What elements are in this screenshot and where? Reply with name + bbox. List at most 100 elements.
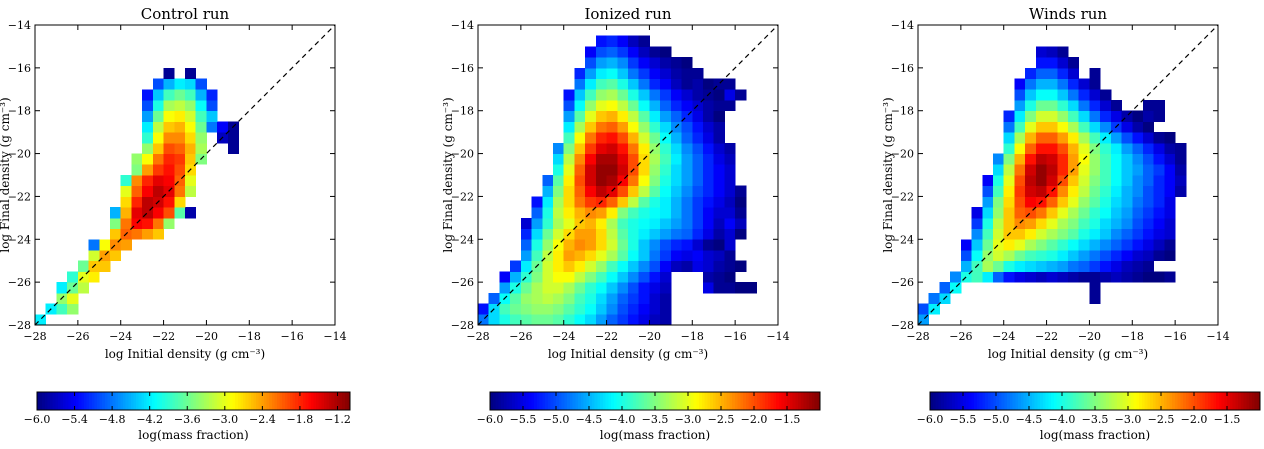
- heatmap-cell: [617, 250, 629, 262]
- heatmap-cell: [574, 260, 586, 272]
- colorbar-segment: [164, 392, 168, 410]
- heatmap-cell: [660, 89, 672, 101]
- colorbar-segment: [957, 392, 961, 410]
- heatmap-cell: [1035, 142, 1047, 154]
- heatmap-cell: [77, 260, 89, 272]
- heatmap-cell: [142, 207, 154, 219]
- heatmap-cell: [617, 271, 629, 283]
- heatmap-cell: [1014, 196, 1026, 208]
- colorbar-segment: [1031, 392, 1035, 410]
- heatmap-cell: [1025, 164, 1037, 176]
- heatmap-cell: [1035, 175, 1047, 187]
- colorbar-segment: [68, 392, 72, 410]
- heatmap-cell: [1089, 260, 1101, 272]
- colorbar-segment: [649, 392, 653, 410]
- y-tick-label: −24: [891, 233, 914, 246]
- heatmap-cell: [152, 207, 164, 219]
- heatmap-cell: [585, 110, 597, 122]
- heatmap-cell: [692, 67, 704, 79]
- colorbar-segment: [154, 392, 158, 410]
- heatmap-cell: [1132, 207, 1144, 219]
- heatmap-cell: [174, 207, 186, 219]
- colorbar-segment: [206, 392, 210, 410]
- heatmap-cell: [574, 164, 586, 176]
- heatmap-cell: [606, 67, 618, 79]
- plot-frame: [917, 24, 1219, 326]
- heatmap-cell: [595, 67, 607, 79]
- heatmap-cells: [35, 67, 239, 326]
- colorbar-segment: [811, 392, 815, 410]
- heatmap-cell: [1164, 132, 1176, 144]
- panel-3: −28 −26 −24 −22 −20 −18 −16 −14 −28 −26 −24 −22 −20 −…: [881, 5, 1261, 442]
- heatmap-cell: [574, 78, 586, 90]
- colorbar-segment: [536, 392, 540, 410]
- heatmap-cell: [574, 207, 586, 219]
- heatmap-cell: [1068, 132, 1080, 144]
- colorbar-segment: [271, 392, 275, 410]
- heatmap-cell: [1068, 121, 1080, 133]
- heatmap-cell: [174, 196, 186, 208]
- heatmap-cell: [531, 303, 543, 315]
- colorbar-segment: [175, 392, 179, 410]
- heatmap-cell: [1153, 153, 1165, 165]
- heatmap-cell: [1143, 217, 1155, 229]
- colorbar-segment: [1246, 392, 1250, 410]
- panel-title: Winds run: [1029, 5, 1108, 23]
- colorbar-segment: [282, 392, 286, 410]
- heatmap-cell: [1175, 164, 1187, 176]
- colorbar-segment: [235, 392, 239, 410]
- colorbar-segment: [1004, 392, 1008, 410]
- panel-1: −28 −26 −24 −22 −20 −18 −16 −14 −28 −26 −24 −22 −20 −…: [0, 5, 351, 442]
- heatmap-cell: [703, 142, 715, 154]
- heatmap-cell: [713, 153, 725, 165]
- heatmap-cell: [563, 89, 575, 101]
- heatmap-cell: [1078, 142, 1090, 154]
- heatmap-cell: [1110, 207, 1122, 219]
- heatmap-cell: [1025, 217, 1037, 229]
- colorbar: −6.0 −5.5 −5.0 −4.5 −4.0 −3.5 −3.0 −2.5 −2.0 −1.5…: [477, 391, 821, 442]
- heatmap-cell: [1078, 271, 1090, 283]
- heatmap-cell: [628, 314, 640, 326]
- heatmap-cell: [628, 153, 640, 165]
- heatmap-cell: [574, 67, 586, 79]
- heatmap-cell: [617, 196, 629, 208]
- heatmap-cell: [1025, 132, 1037, 144]
- heatmap-cell: [1078, 217, 1090, 229]
- heatmap-cell: [88, 271, 100, 283]
- heatmap-cell: [735, 207, 747, 219]
- heatmap-cell: [692, 153, 704, 165]
- colorbar-segment: [342, 392, 346, 410]
- heatmap-cell: [131, 228, 143, 240]
- heatmap-cell: [195, 100, 207, 112]
- heatmap-cell: [692, 110, 704, 122]
- colorbar-segment: [263, 392, 268, 410]
- colorbar-segment: [1213, 392, 1217, 410]
- heatmap-cell: [1143, 110, 1155, 122]
- heatmap-cell: [120, 196, 132, 208]
- colorbar-segment: [1202, 392, 1206, 410]
- heatmap-cell: [670, 89, 682, 101]
- heatmap-cell: [574, 100, 586, 112]
- heatmap-cell: [563, 260, 575, 272]
- heatmap-cell: [993, 153, 1005, 165]
- heatmap-cell: [960, 271, 972, 283]
- heatmap-cell: [1057, 110, 1069, 122]
- heatmap-cell: [1046, 175, 1058, 187]
- colorbar-segment: [564, 392, 568, 410]
- heatmap-cell: [510, 271, 522, 283]
- heatmap-cell: [703, 228, 715, 240]
- colorbar-segment: [1218, 392, 1222, 410]
- heatmap-cell: [185, 207, 197, 219]
- heatmap-cell: [1068, 260, 1080, 272]
- colorbar-segment: [765, 392, 769, 410]
- heatmap-cell: [649, 121, 661, 133]
- y-tick-label: −28: [891, 319, 914, 332]
- colorbar-segment: [638, 392, 642, 410]
- heatmap-cell: [1057, 46, 1069, 58]
- heatmap-cell: [174, 89, 186, 101]
- colorbar-segment: [952, 392, 956, 410]
- heatmap-cell: [1121, 250, 1133, 262]
- heatmap-cell: [606, 164, 618, 176]
- diagonal-line: [917, 24, 1219, 326]
- heatmap-cell: [617, 67, 629, 79]
